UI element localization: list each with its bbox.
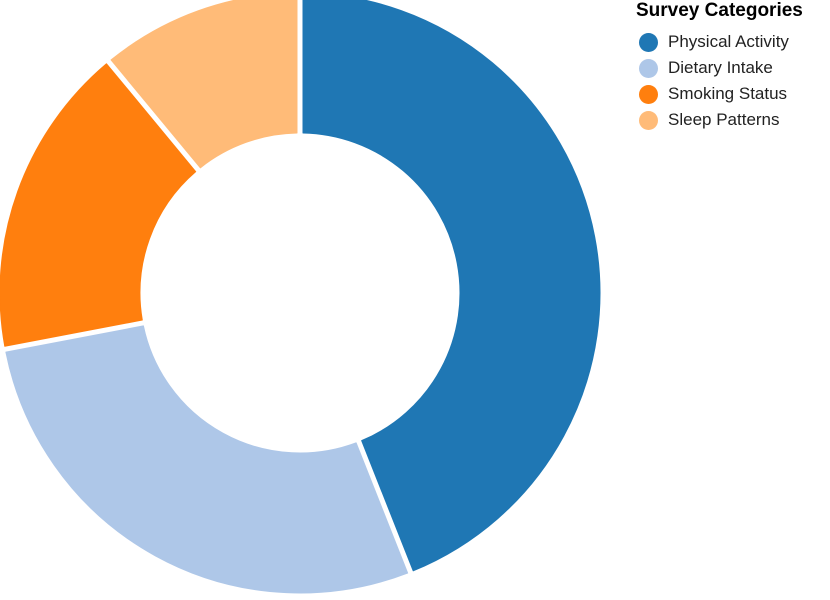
- slice-dietary-intake: [5, 325, 409, 594]
- legend-title: Survey Categories: [636, 0, 803, 21]
- legend-swatch: [639, 110, 658, 130]
- donut-chart: [0, 0, 601, 594]
- legend-list: Physical Activity Dietary Intake Smoking S…: [636, 29, 803, 133]
- legend-label: Sleep Patterns: [668, 110, 780, 129]
- legend-label: Smoking Status: [668, 84, 788, 103]
- legend: Survey Categories Physical Activity Dieta…: [636, 0, 803, 133]
- legend-swatch: [639, 58, 658, 78]
- slice-physical-activity: [302, 0, 601, 572]
- slice-smoking-status: [0, 63, 197, 347]
- legend-item-dietary-intake: Dietary Intake: [636, 55, 803, 81]
- legend-item-physical-activity: Physical Activity: [636, 29, 803, 55]
- legend-label: Physical Activity: [668, 32, 789, 51]
- legend-item-sleep-patterns: Sleep Patterns: [636, 107, 803, 133]
- legend-swatch: [639, 32, 658, 52]
- legend-label: Dietary Intake: [668, 58, 773, 77]
- slice-sleep-patterns: [110, 0, 298, 169]
- legend-item-smoking-status: Smoking Status: [636, 81, 803, 107]
- legend-swatch: [639, 84, 658, 104]
